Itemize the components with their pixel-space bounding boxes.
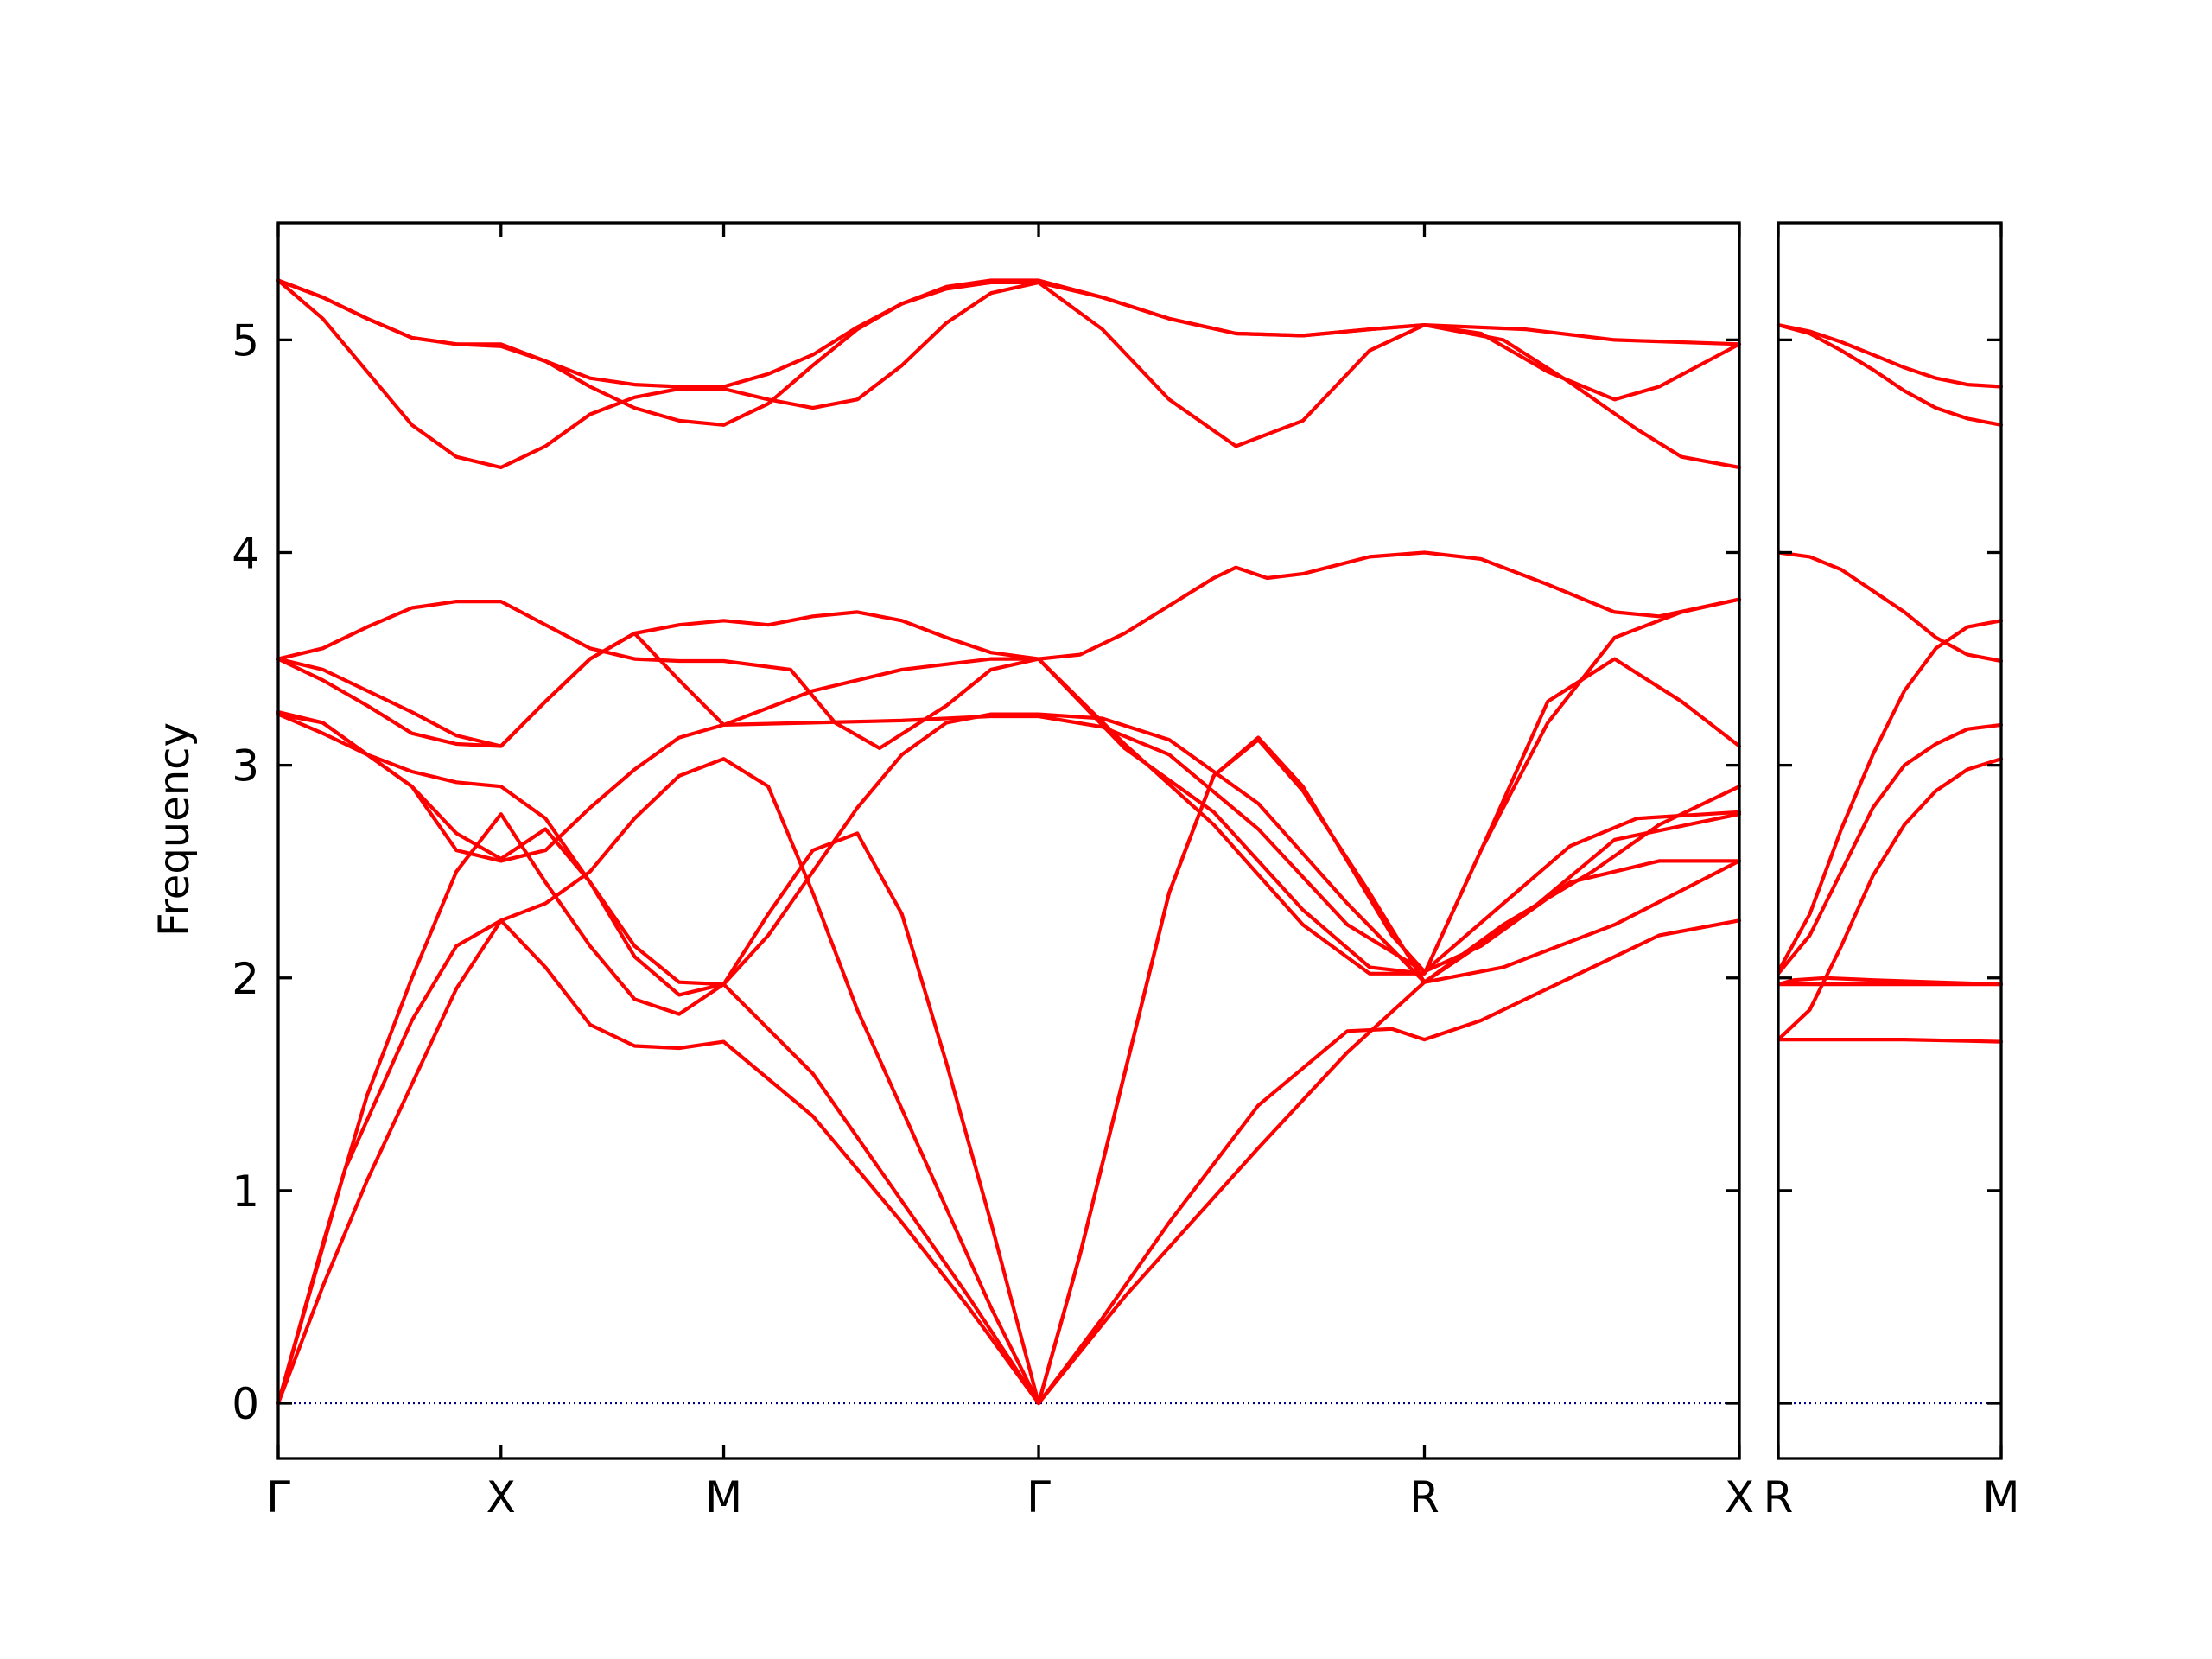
y-axis-label: Frequency: [150, 722, 199, 937]
band-line-10: [276, 278, 1742, 389]
band-line-5: [1776, 722, 2004, 976]
band-line-3: [1776, 976, 2004, 987]
y-tick-label: 2: [232, 954, 259, 1004]
band-line-4: [276, 712, 1742, 1406]
x-tick-label: X: [486, 1472, 516, 1522]
x-tick-label: Γ: [266, 1472, 290, 1522]
main-panel: 0 1 2 3 4 5 Γ X M Γ R X: [232, 221, 1754, 1522]
x-tick-label: M: [705, 1472, 742, 1522]
band-line-8: [1776, 323, 2004, 389]
band-line-12: [276, 278, 1742, 470]
band-line-7: [1776, 550, 2004, 664]
x-tick-label: X: [1725, 1472, 1754, 1522]
plot-frame: [276, 221, 1741, 1460]
y-tick-label: 5: [232, 315, 259, 365]
band-line-6: [1776, 619, 2004, 974]
band-line-5: [276, 712, 1742, 987]
band-line-1: [1776, 1038, 2004, 1044]
band-line-11: [276, 278, 1742, 448]
y-tick-label: 4: [232, 528, 259, 578]
x-tick-label: Γ: [1027, 1472, 1051, 1522]
band-line-3: [276, 738, 1742, 1406]
plot-frame: [1777, 221, 2003, 1460]
x-tick-label: R: [1409, 1472, 1440, 1522]
x-tick-label: M: [1982, 1472, 2019, 1522]
band-line-4: [1776, 757, 2004, 1042]
x-tick-label: R: [1764, 1472, 1794, 1522]
band-line-6: [276, 710, 1742, 974]
y-tick-label: 3: [232, 741, 259, 791]
band-line-2: [276, 735, 1742, 1406]
band-line-1: [276, 918, 1742, 1406]
band-line-9: [1776, 323, 2004, 427]
y-tick-label: 1: [232, 1166, 259, 1217]
band-line-9: [276, 631, 1742, 976]
y-tick-label: 0: [232, 1379, 259, 1429]
